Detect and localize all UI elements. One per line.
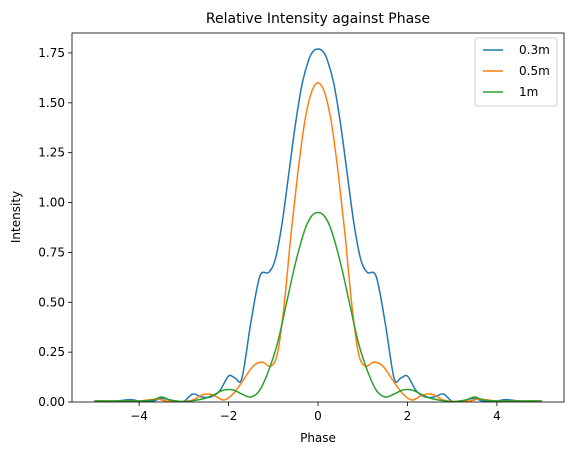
legend-label-0.5m: 0.5m [519,64,550,78]
y-tick-label: 1.00 [38,196,65,210]
chart-title: Relative Intensity against Phase [206,11,430,27]
y-tick-label: 1.50 [38,96,65,110]
legend: 0.3m 0.5m 1m [474,37,558,107]
y-axis-label: Intensity [9,191,23,243]
series-line-1m [94,211,542,402]
y-tick-label: 0.75 [38,245,65,259]
x-tick-label: 0 [314,409,322,423]
x-tick-label: 4 [493,409,501,423]
series-layer [94,48,542,402]
x-axis-label: Phase [300,431,336,445]
y-tick-label: 1.25 [38,146,65,160]
y-axis: 0.00 0.25 0.50 0.75 1.00 1.25 1.50 1.75 [38,46,72,409]
y-tick-label: 0.00 [38,395,65,409]
series-line-0.5m [94,82,542,402]
y-tick-label: 0.50 [38,295,65,309]
y-tick-label: 1.75 [38,46,65,60]
x-axis: −4 −2 0 2 4 [130,402,501,423]
legend-label-1m: 1m [519,85,538,99]
legend-label-0.3m: 0.3m [519,43,550,57]
y-tick-label: 0.25 [38,345,65,359]
x-tick-label: 2 [404,409,412,423]
series-line-0.3m [94,48,542,402]
x-tick-label: −4 [130,409,148,423]
x-tick-label: −2 [220,409,238,423]
legend-frame [474,37,558,107]
